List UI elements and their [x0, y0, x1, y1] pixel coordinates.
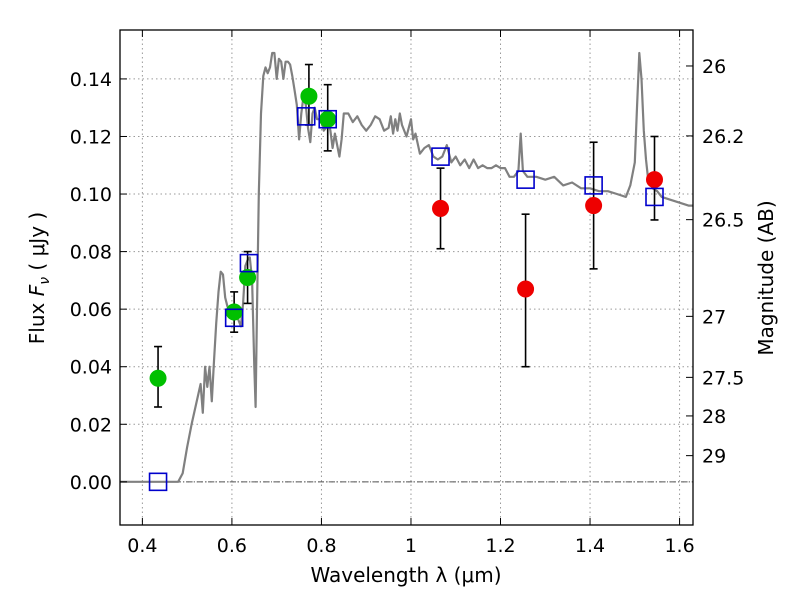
right-tick-labels: 26 26.2 26.5 27 27.5 28 29	[702, 56, 744, 468]
right-tick-label: 26.5	[702, 210, 744, 232]
y-axis-label-suffix: ( μJy )	[25, 212, 49, 277]
y-tick-label: 0.12	[70, 126, 112, 148]
green-data-point	[225, 303, 243, 321]
red-data-point	[585, 197, 603, 215]
marker-layer	[148, 63, 664, 492]
x-tick-label: 1.2	[485, 535, 515, 557]
right-tick-label: 26	[702, 56, 726, 78]
y-tick-label: 0.06	[70, 299, 112, 321]
y-tick-label: 0.02	[70, 414, 112, 436]
model-band-square	[431, 147, 450, 166]
y-axis-label: Flux Fν ( μJy )	[25, 212, 53, 344]
y-axis-label-variable: F	[25, 284, 49, 296]
red-data-point	[432, 199, 450, 217]
right-tick-label: 27.5	[702, 367, 744, 389]
x-axis-label: Wavelength λ (μm)	[310, 563, 501, 587]
ticks	[120, 30, 693, 525]
right-axis-label: Magnitude (AB)	[754, 200, 778, 355]
model-band-square	[516, 170, 535, 189]
x-tick-label: 1	[405, 535, 417, 557]
model-band-square	[296, 107, 316, 126]
red-data-point	[517, 280, 535, 298]
y-tick-labels: 0.00 0.02 0.04 0.06 0.08 0.10 0.12 0.14	[70, 69, 112, 494]
model-band-square	[224, 308, 244, 328]
y-tick-label: 0.04	[70, 357, 112, 379]
y-tick-label: 0.14	[70, 69, 112, 91]
right-tick-label: 27	[702, 306, 726, 328]
green-data-point	[239, 269, 257, 286]
x-tick-label: 0.8	[306, 535, 336, 557]
right-tick-label: 28	[702, 406, 726, 428]
y-tick-label: 0.08	[70, 242, 112, 264]
model-band-square	[148, 472, 168, 492]
plot-background	[120, 30, 693, 525]
data-layer	[120, 51, 693, 483]
plot-frame	[119, 29, 694, 526]
right-tick-label: 26.2	[702, 126, 744, 148]
green-data-point	[319, 110, 337, 128]
green-data-point	[300, 87, 318, 105]
green-data-point	[149, 369, 167, 387]
model-spectrum-line	[120, 51, 693, 483]
y-tick-label: 0.10	[70, 184, 112, 206]
right-tick-label: 29	[702, 446, 726, 468]
x-tick-label: 0.6	[217, 535, 247, 557]
x-tick-label: 1.6	[664, 535, 694, 557]
model-band-square	[318, 109, 338, 129]
model-band-square	[584, 176, 603, 195]
y-axis-label-prefix: Flux	[25, 296, 49, 344]
y-tick-label: 0.00	[70, 472, 112, 494]
x-tick-label: 1.4	[575, 535, 605, 557]
y-axis-label-subscript: ν	[37, 277, 53, 285]
x-tick-label: 0.4	[127, 535, 157, 557]
model-band-square	[645, 187, 664, 207]
red-data-point	[646, 171, 664, 189]
x-tick-labels: 0.4 0.6 0.8 1 1.2 1.4 1.6	[127, 535, 694, 557]
model-band-square	[239, 253, 259, 273]
